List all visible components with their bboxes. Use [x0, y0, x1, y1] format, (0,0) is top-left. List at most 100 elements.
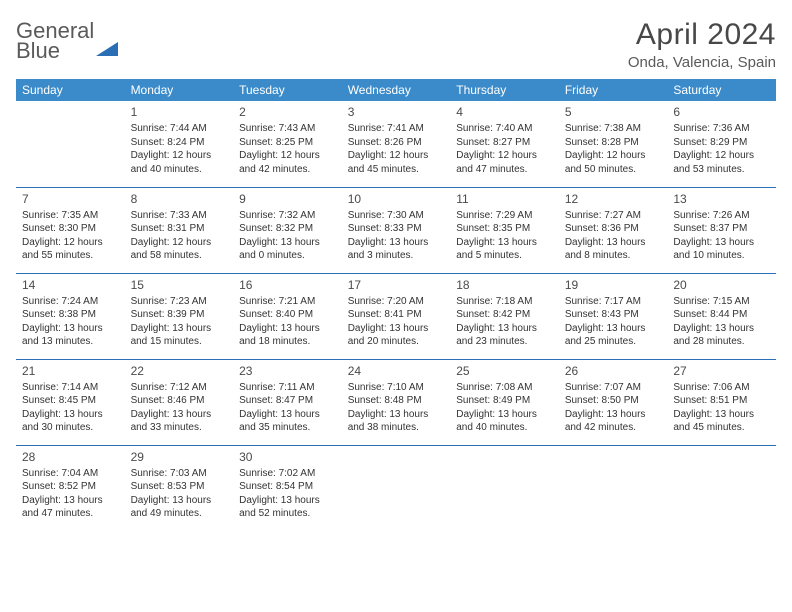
daylight-line1: Daylight: 13 hours: [22, 322, 119, 336]
sunrise-text: Sunrise: 7:38 AM: [565, 122, 662, 136]
sunrise-text: Sunrise: 7:41 AM: [348, 122, 445, 136]
sunset-text: Sunset: 8:51 PM: [673, 394, 770, 408]
daylight-line1: Daylight: 13 hours: [673, 408, 770, 422]
sunset-text: Sunset: 8:37 PM: [673, 222, 770, 236]
daylight-line2: and 38 minutes.: [348, 421, 445, 435]
day-number: 3: [348, 104, 445, 120]
sunrise-text: Sunrise: 7:32 AM: [239, 209, 336, 223]
day-number: 13: [673, 191, 770, 207]
day-number: 9: [239, 191, 336, 207]
sunrise-text: Sunrise: 7:40 AM: [456, 122, 553, 136]
weekday-header-row: Sunday Monday Tuesday Wednesday Thursday…: [16, 79, 776, 101]
sunset-text: Sunset: 8:38 PM: [22, 308, 119, 322]
calendar-day-cell: 25Sunrise: 7:08 AMSunset: 8:49 PMDayligh…: [450, 359, 559, 445]
calendar-day-cell: 7Sunrise: 7:35 AMSunset: 8:30 PMDaylight…: [16, 187, 125, 273]
sunset-text: Sunset: 8:49 PM: [456, 394, 553, 408]
daylight-line1: Daylight: 13 hours: [22, 494, 119, 508]
daylight-line1: Daylight: 13 hours: [348, 408, 445, 422]
day-number: 22: [131, 363, 228, 379]
daylight-line1: Daylight: 12 hours: [673, 149, 770, 163]
daylight-line1: Daylight: 12 hours: [565, 149, 662, 163]
day-number: 17: [348, 277, 445, 293]
daylight-line2: and 25 minutes.: [565, 335, 662, 349]
calendar-day-cell: 21Sunrise: 7:14 AMSunset: 8:45 PMDayligh…: [16, 359, 125, 445]
daylight-line2: and 23 minutes.: [456, 335, 553, 349]
daylight-line2: and 55 minutes.: [22, 249, 119, 263]
sunset-text: Sunset: 8:24 PM: [131, 136, 228, 150]
day-number: 12: [565, 191, 662, 207]
daylight-line2: and 53 minutes.: [673, 163, 770, 177]
calendar-day-cell: 9 Sunrise: 7:32 AMSunset: 8:32 PMDaylight…: [233, 187, 342, 273]
daylight-line2: and 42 minutes.: [239, 163, 336, 177]
sunset-text: Sunset: 8:28 PM: [565, 136, 662, 150]
sunrise-text: Sunrise: 7:18 AM: [456, 295, 553, 309]
daylight-line1: Daylight: 13 hours: [239, 408, 336, 422]
calendar-day-cell: 8Sunrise: 7:33 AMSunset: 8:31 PMDaylight…: [125, 187, 234, 273]
sunset-text: Sunset: 8:52 PM: [22, 480, 119, 494]
calendar-day-cell: 3Sunrise: 7:41 AMSunset: 8:26 PMDaylight…: [342, 101, 451, 187]
calendar-day-cell: 20Sunrise: 7:15 AMSunset: 8:44 PMDayligh…: [667, 273, 776, 359]
calendar-day-cell: 30Sunrise: 7:02 AMSunset: 8:54 PMDayligh…: [233, 445, 342, 531]
sunset-text: Sunset: 8:50 PM: [565, 394, 662, 408]
sunrise-text: Sunrise: 7:43 AM: [239, 122, 336, 136]
day-number: 20: [673, 277, 770, 293]
brand-triangle-icon: [96, 25, 118, 56]
day-number: 1: [131, 104, 228, 120]
daylight-line1: Daylight: 13 hours: [239, 236, 336, 250]
calendar-day-cell: [667, 445, 776, 531]
sunrise-text: Sunrise: 7:24 AM: [22, 295, 119, 309]
daylight-line2: and 58 minutes.: [131, 249, 228, 263]
day-number: 8: [131, 191, 228, 207]
day-number: 2: [239, 104, 336, 120]
daylight-line1: Daylight: 12 hours: [239, 149, 336, 163]
sunrise-text: Sunrise: 7:30 AM: [348, 209, 445, 223]
daylight-line2: and 8 minutes.: [565, 249, 662, 263]
day-number: 6: [673, 104, 770, 120]
month-title: April 2024: [628, 18, 776, 52]
daylight-line2: and 52 minutes.: [239, 507, 336, 521]
sunrise-text: Sunrise: 7:06 AM: [673, 381, 770, 395]
sunset-text: Sunset: 8:42 PM: [456, 308, 553, 322]
daylight-line1: Daylight: 13 hours: [239, 494, 336, 508]
calendar-day-cell: [450, 445, 559, 531]
sunset-text: Sunset: 8:29 PM: [673, 136, 770, 150]
daylight-line2: and 50 minutes.: [565, 163, 662, 177]
sunset-text: Sunset: 8:43 PM: [565, 308, 662, 322]
sunset-text: Sunset: 8:32 PM: [239, 222, 336, 236]
sunrise-text: Sunrise: 7:02 AM: [239, 467, 336, 481]
daylight-line1: Daylight: 13 hours: [565, 322, 662, 336]
calendar-day-cell: 14 Sunrise: 7:24 AMSunset: 8:38 PMDayligh…: [16, 273, 125, 359]
calendar-day-cell: 1Sunrise: 7:44 AMSunset: 8:24 PMDaylight…: [125, 101, 234, 187]
sunrise-text: Sunrise: 7:17 AM: [565, 295, 662, 309]
calendar-day-cell: 24Sunrise: 7:10 AMSunset: 8:48 PMDayligh…: [342, 359, 451, 445]
calendar-day-cell: 6Sunrise: 7:36 AMSunset: 8:29 PMDaylight…: [667, 101, 776, 187]
day-number: 18: [456, 277, 553, 293]
calendar-day-cell: 12Sunrise: 7:27 AMSunset: 8:36 PMDayligh…: [559, 187, 668, 273]
sunrise-text: Sunrise: 7:07 AM: [565, 381, 662, 395]
calendar-day-cell: 16Sunrise: 7:21 AMSunset: 8:40 PMDayligh…: [233, 273, 342, 359]
daylight-line2: and 0 minutes.: [239, 249, 336, 263]
daylight-line1: Daylight: 13 hours: [348, 322, 445, 336]
location: Onda, Valencia, Spain: [628, 54, 776, 71]
daylight-line1: Daylight: 13 hours: [456, 236, 553, 250]
daylight-line1: Daylight: 13 hours: [239, 322, 336, 336]
day-number: 30: [239, 449, 336, 465]
weekday-header: Saturday: [667, 79, 776, 101]
day-number: 5: [565, 104, 662, 120]
day-number: 11: [456, 191, 553, 207]
sunset-text: Sunset: 8:31 PM: [131, 222, 228, 236]
daylight-line1: Daylight: 13 hours: [131, 408, 228, 422]
sunset-text: Sunset: 8:48 PM: [348, 394, 445, 408]
daylight-line1: Daylight: 12 hours: [456, 149, 553, 163]
daylight-line1: Daylight: 12 hours: [348, 149, 445, 163]
calendar-week-row: 21Sunrise: 7:14 AMSunset: 8:45 PMDayligh…: [16, 359, 776, 445]
day-number: 27: [673, 363, 770, 379]
sunrise-text: Sunrise: 7:27 AM: [565, 209, 662, 223]
calendar-day-cell: 15Sunrise: 7:23 AMSunset: 8:39 PMDayligh…: [125, 273, 234, 359]
sunrise-text: Sunrise: 7:23 AM: [131, 295, 228, 309]
sunset-text: Sunset: 8:45 PM: [22, 394, 119, 408]
day-number: 14: [22, 277, 119, 293]
daylight-line2: and 42 minutes.: [565, 421, 662, 435]
calendar-day-cell: 13Sunrise: 7:26 AMSunset: 8:37 PMDayligh…: [667, 187, 776, 273]
daylight-line2: and 30 minutes.: [22, 421, 119, 435]
